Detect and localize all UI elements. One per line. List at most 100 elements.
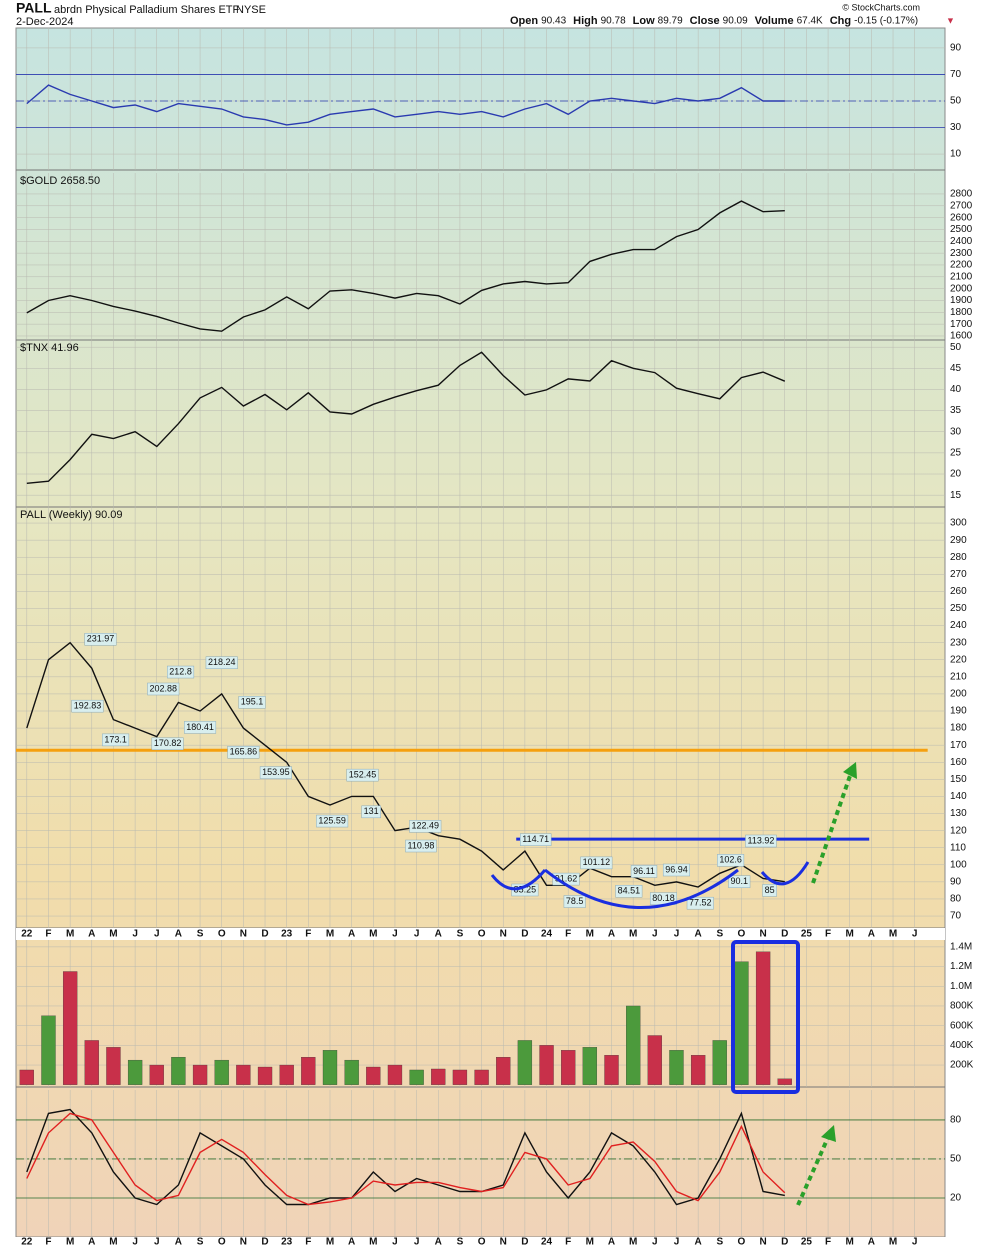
x-tick-label: A (868, 1237, 875, 1248)
price-label-box (728, 875, 751, 888)
price-label-box (227, 746, 260, 759)
y-tick-label: 45 (950, 363, 962, 374)
y-tick-label: 15 (950, 490, 962, 501)
price-label-box (405, 839, 437, 853)
price-label: 218.24 (208, 657, 236, 667)
x-tick-label: M (326, 1237, 334, 1248)
price-label: 170.82 (154, 738, 182, 748)
y-tick-label: 100 (950, 859, 967, 870)
y-tick-label: 50 (950, 342, 962, 353)
price-label-box (184, 721, 217, 734)
x-tick-label: J (674, 929, 680, 940)
y-tick-label: 50 (950, 1154, 962, 1165)
y-tick-label: 80 (950, 1115, 962, 1126)
y-tick-label: 10 (950, 149, 962, 160)
y-tick-label: 180 (950, 723, 967, 734)
x-tick-label: A (175, 1237, 182, 1248)
axis-band (16, 928, 945, 940)
price-label-box (409, 820, 442, 833)
y-tick-label: 1600 (950, 331, 973, 342)
price-label: 91.62 (555, 873, 578, 883)
x-tick-label: D (781, 1237, 788, 1248)
volume-bar (626, 1005, 641, 1085)
y-tick-label: 250 (950, 603, 967, 614)
x-tick-label: M (66, 929, 74, 940)
y-tick-label: 25 (950, 448, 962, 459)
plots: 22 22 F F M M A A M M J J J J A A S S O O N N D D 23 23 F F M M A A M M J J… (16, 28, 974, 1248)
x-tick-label: 24 (541, 929, 553, 940)
volume-bar (366, 1066, 381, 1085)
volume-bar (19, 1069, 34, 1085)
volume-bar (214, 1059, 229, 1085)
x-tick-label: 23 (281, 929, 293, 940)
volume-bar (561, 1050, 576, 1085)
price-label-box (102, 733, 130, 747)
x-tick-label: S (197, 929, 204, 940)
volume-bar (712, 1040, 727, 1085)
volume-bar (279, 1064, 294, 1085)
symbol: PALL (16, 0, 52, 16)
x-tick-label: M (889, 929, 897, 940)
volume-bar (669, 1050, 684, 1085)
x-tick-label: S (457, 929, 464, 940)
x-tick-label: F (45, 929, 51, 940)
quote-item: 90.78 (601, 16, 626, 27)
x-tick-label: J (912, 1237, 918, 1248)
x-tick-label: M (586, 1237, 594, 1248)
x-tick-label: F (305, 1237, 311, 1248)
x-tick-label: A (868, 929, 875, 940)
price-label: 114.71 (522, 834, 549, 844)
series-line (26, 1112, 786, 1206)
price-label: 153.95 (262, 767, 290, 777)
x-tick-label: 25 (801, 929, 813, 940)
volume-bar (127, 1059, 143, 1085)
y-tick-label: 90 (950, 877, 962, 888)
x-tick-label: N (500, 929, 507, 940)
x-tick-label: 22 (21, 929, 33, 940)
y-tick-label: 1900 (950, 295, 973, 306)
price-label-box (316, 814, 349, 828)
price-label: 110.98 (408, 840, 435, 850)
series-line (26, 641, 785, 888)
price-label: 85.25 (514, 884, 537, 894)
x-tick-label: A (88, 1237, 95, 1248)
x-tick-label: J (154, 1237, 160, 1248)
volume-bar (301, 1057, 316, 1085)
price-label-box (238, 696, 266, 709)
volume-bar (171, 1057, 186, 1085)
x-tick-label: N (500, 1237, 507, 1248)
x-tick-label: F (45, 1237, 51, 1248)
y-tick-label: 70 (950, 69, 962, 80)
x-tick-label: F (305, 929, 311, 940)
y-tick-label: 190 (950, 706, 967, 717)
y-tick-label: 2600 (950, 212, 973, 223)
x-tick-label: M (586, 929, 594, 940)
price-label-box (346, 768, 379, 782)
arrow (796, 1132, 832, 1206)
x-tick-label: N (240, 929, 247, 940)
x-tick-label: D (261, 1237, 268, 1248)
price-label-box (686, 896, 714, 910)
price-label: 84.51 (618, 886, 641, 896)
price-label-box (151, 737, 184, 751)
x-tick-label: M (326, 929, 334, 940)
price-label: 101.12 (583, 857, 611, 867)
price-label-box (762, 884, 777, 897)
y-tick-label: 90 (950, 43, 962, 54)
x-tick-label: D (521, 1237, 528, 1248)
volume-bar (496, 1057, 511, 1085)
volume-bar (647, 1035, 662, 1085)
y-tick-label: 110 (950, 842, 966, 853)
y-tick-label: 40 (950, 384, 962, 395)
y-tick-label: 210 (950, 671, 967, 682)
y-tick-label: 2500 (950, 224, 973, 235)
cup-arc (490, 869, 547, 891)
x-tick-label: M (629, 1237, 637, 1248)
x-tick-label: A (608, 1237, 615, 1248)
y-tick-label: 1.4M (950, 942, 972, 953)
y-tick-label: 230 (950, 637, 967, 648)
price-label: 80.18 (652, 893, 675, 903)
exchange: NYSE (236, 4, 266, 16)
x-tick-label: O (478, 929, 486, 940)
volume-bar (582, 1047, 598, 1085)
